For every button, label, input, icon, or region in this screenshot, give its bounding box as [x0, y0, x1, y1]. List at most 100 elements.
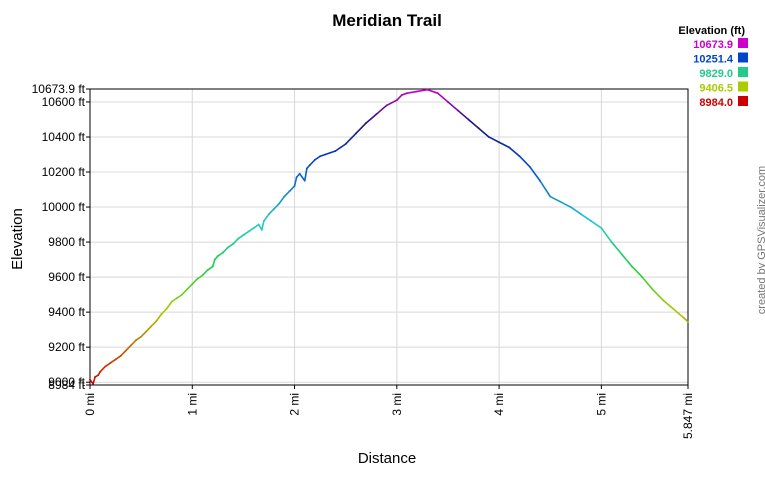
profile-point [213, 258, 216, 261]
profile-point [549, 195, 552, 198]
legend-swatch [738, 81, 748, 92]
legend-entry-label: 9829.0 [699, 68, 733, 80]
profile-point [295, 176, 298, 179]
profile-segment [610, 241, 623, 256]
y-tick-label: 9600 ft [48, 270, 85, 284]
profile-point [518, 155, 521, 158]
profile-point [631, 265, 633, 268]
profile-point [339, 146, 342, 149]
profile-segment [559, 200, 572, 208]
profile-segment [232, 237, 240, 245]
profile-point [206, 269, 209, 271]
profile-point [97, 374, 100, 377]
profile-point [620, 253, 623, 256]
profile-segment [467, 118, 480, 130]
profile-segment [278, 195, 286, 205]
profile-segment [600, 227, 613, 243]
legend: Elevation (ft) 10673.9 10251.4 9829.0 9406.… [678, 25, 748, 109]
profile-point [288, 190, 291, 193]
profile-segment [488, 136, 500, 144]
y-axis-label: Elevation [9, 208, 26, 270]
profile-point [303, 179, 306, 182]
profile-point [416, 90, 419, 93]
profile-segment [518, 155, 531, 168]
profile-segment [580, 213, 592, 222]
profile-segment [130, 339, 137, 347]
y-tick-label: 8984 ft [48, 378, 85, 392]
profile-segment [283, 190, 291, 198]
profile-segment [273, 202, 281, 210]
profile-segment [191, 278, 199, 285]
profile-segment [641, 276, 654, 291]
y-tick-label: 10673.9 ft [32, 82, 86, 96]
profile-point [467, 118, 470, 121]
plot-frame [89, 88, 689, 386]
profile-point [559, 200, 562, 203]
profile-segment [651, 288, 664, 301]
profile-point [682, 316, 685, 319]
profile-segment [211, 258, 216, 268]
profile-point [528, 165, 531, 168]
y-tick-label: 9400 ft [48, 305, 85, 319]
profile-point [227, 246, 229, 249]
profile-point [191, 283, 194, 286]
profile-point [344, 143, 347, 145]
profile-point [375, 113, 378, 116]
profile-point [508, 146, 511, 149]
x-tick-label: 4 mi [492, 393, 506, 416]
profile-segment [181, 288, 188, 296]
profile-segment [344, 132, 357, 145]
profile-point [124, 349, 127, 352]
profile-segment [145, 325, 153, 333]
profile-point [155, 319, 158, 322]
profile-segment [314, 155, 321, 161]
profile-point [252, 227, 255, 229]
y-tick-label: 10200 ft [42, 165, 86, 179]
profile-segment [477, 127, 490, 138]
profile-segment [457, 109, 470, 121]
x-tick-label: 0 mi [83, 393, 97, 416]
profile-point [436, 92, 439, 95]
profile-point [104, 365, 107, 368]
profile-segment [171, 297, 178, 303]
profile-point [160, 312, 163, 315]
profile-segment [227, 243, 234, 249]
profile-segment [528, 165, 541, 182]
profile-segment [303, 167, 308, 182]
profile-point [268, 213, 270, 215]
profile-segment [293, 176, 298, 187]
profile-segment [252, 223, 260, 229]
profile-point [211, 265, 214, 268]
profile-point [385, 104, 388, 107]
legend-swatch [738, 67, 748, 77]
profile-segment [339, 143, 347, 149]
profile-point [109, 362, 112, 364]
profile-point [580, 213, 582, 215]
profile-segment [176, 293, 183, 299]
legend-swatch [738, 38, 748, 48]
x-axis-label: Distance [358, 450, 416, 467]
profile-point [114, 358, 117, 361]
profile-point [170, 300, 173, 303]
y-tick-label: 9200 ft [48, 340, 85, 354]
profile-segment [549, 195, 562, 203]
profile-segment [672, 307, 684, 319]
profile-point [278, 202, 281, 205]
profile-point [298, 172, 301, 175]
y-tick-label: 9800 ft [48, 235, 85, 249]
legend-title: Elevation (ft) [678, 25, 745, 37]
profile-point [672, 307, 674, 310]
profile-segment [263, 213, 270, 222]
profile-segment [385, 99, 398, 107]
profile-point [406, 92, 408, 95]
profile-point [176, 297, 178, 300]
legend-entry-label: 8984.0 [699, 97, 733, 109]
legend-swatch [738, 96, 748, 106]
profile-point [262, 220, 265, 222]
profile-segment [324, 151, 332, 156]
profile-point [222, 251, 224, 254]
profile-segment [569, 206, 582, 215]
profile-point [426, 88, 429, 91]
profile-segment [150, 320, 158, 327]
